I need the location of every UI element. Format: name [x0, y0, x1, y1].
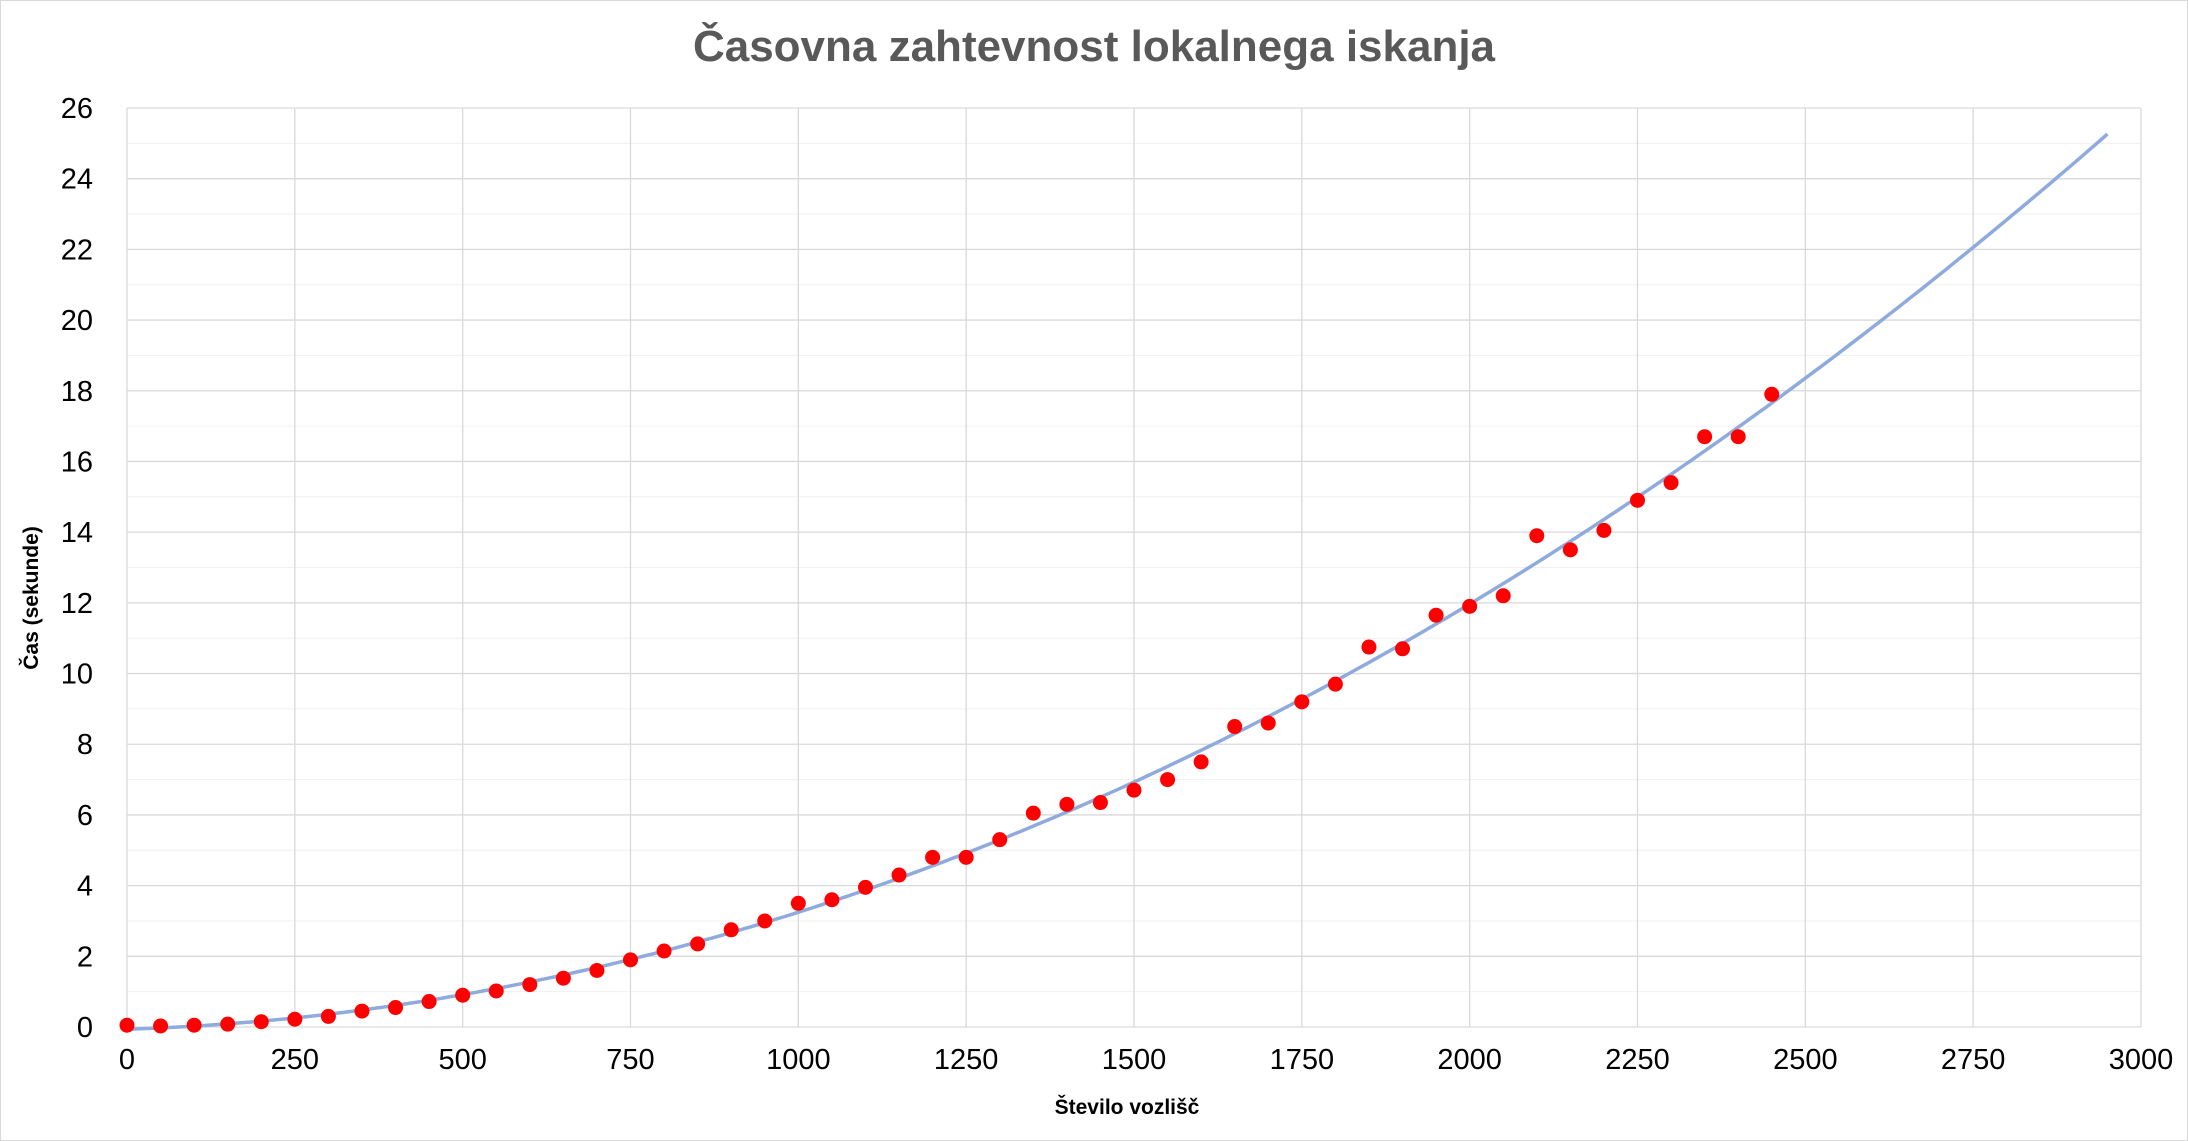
x-tick-label: 1000	[766, 1044, 831, 1076]
data-point	[857, 879, 873, 895]
data-point	[690, 936, 706, 952]
x-tick-label: 500	[438, 1044, 486, 1076]
data-point	[488, 983, 504, 999]
x-tick-label: 2250	[1605, 1044, 1670, 1076]
y-tick-label: 26	[61, 93, 93, 125]
data-point	[354, 1003, 370, 1019]
data-point	[119, 1017, 135, 1033]
data-point	[656, 943, 672, 959]
data-point	[824, 892, 840, 908]
data-point	[320, 1008, 336, 1024]
data-point	[153, 1018, 169, 1034]
data-point	[220, 1016, 236, 1032]
x-tick-label: 250	[271, 1044, 319, 1076]
data-points	[119, 386, 1780, 1034]
data-point	[1697, 429, 1713, 445]
data-point	[1764, 386, 1780, 402]
x-axis-label: Število vozlišč	[1055, 1095, 1200, 1119]
x-tick-label: 750	[606, 1044, 654, 1076]
x-tick-label: 1250	[934, 1044, 999, 1076]
data-point	[1327, 676, 1343, 692]
x-tick-label: 3000	[2109, 1044, 2174, 1076]
y-tick-label: 24	[61, 164, 93, 196]
data-point	[1529, 528, 1545, 544]
data-point	[958, 849, 974, 865]
data-point	[1462, 598, 1478, 614]
x-tick-label: 2000	[1437, 1044, 1502, 1076]
data-point	[455, 987, 471, 1003]
data-point	[253, 1014, 269, 1030]
y-tick-label: 16	[61, 446, 93, 478]
data-point	[1193, 754, 1209, 770]
data-point	[1160, 772, 1176, 788]
data-point	[1361, 639, 1377, 655]
y-axis-label: Čas (sekunde)	[19, 526, 43, 670]
data-point	[555, 970, 571, 986]
data-point	[1395, 641, 1411, 657]
y-tick-label: 2	[77, 941, 93, 973]
data-point	[757, 913, 773, 929]
y-tick-label: 6	[77, 800, 93, 832]
x-tick-label: 1500	[1102, 1044, 1167, 1076]
data-point	[1025, 805, 1041, 821]
data-point	[1059, 796, 1075, 812]
chart-title: Časovna zahtevnost lokalnega iskanja	[693, 20, 1496, 71]
trend-series	[126, 132, 2109, 1031]
data-point	[1630, 492, 1645, 508]
data-point	[287, 1011, 303, 1027]
data-point	[1260, 715, 1276, 731]
y-tick-label: 0	[77, 1012, 93, 1044]
data-point	[925, 849, 941, 865]
data-point	[1227, 719, 1243, 735]
data-point	[1596, 522, 1612, 538]
data-point	[388, 1000, 404, 1016]
y-tick-label: 20	[61, 305, 93, 337]
data-point	[186, 1017, 202, 1033]
y-tick-label: 18	[61, 376, 93, 408]
y-tick-label: 12	[61, 588, 93, 620]
data-point	[1730, 429, 1746, 445]
y-tick-label: 8	[77, 729, 93, 761]
x-tick-label: 1750	[1270, 1044, 1335, 1076]
x-tick-label: 2500	[1773, 1044, 1838, 1076]
data-point	[589, 962, 605, 978]
data-point	[522, 977, 538, 993]
data-point	[1126, 782, 1142, 798]
data-point	[1562, 542, 1578, 558]
data-point	[891, 867, 907, 883]
data-point	[992, 832, 1008, 848]
y-tick-label: 22	[61, 234, 93, 266]
data-point	[623, 952, 638, 968]
data-point	[723, 922, 739, 938]
y-tick-label: 14	[61, 517, 93, 549]
x-tick-label: 2750	[1941, 1044, 2006, 1076]
grid	[126, 107, 2142, 1028]
data-point	[1428, 607, 1444, 623]
data-point	[1294, 694, 1310, 710]
trend-line	[126, 132, 2109, 1031]
data-point	[1495, 588, 1511, 604]
data-point	[1663, 475, 1679, 491]
data-point	[790, 895, 806, 911]
data-point	[1092, 795, 1108, 811]
data-point	[421, 994, 437, 1010]
y-tick-label: 10	[61, 659, 93, 691]
y-tick-label: 4	[77, 871, 93, 903]
x-tick-label: 0	[119, 1044, 135, 1076]
